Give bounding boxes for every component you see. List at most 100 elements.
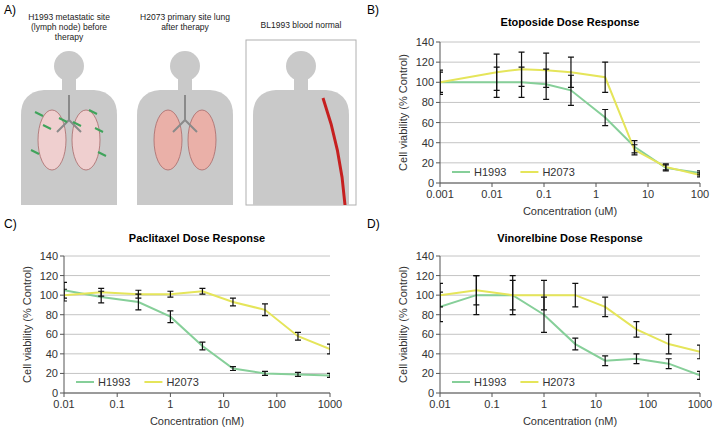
y-tick-label: 140 bbox=[416, 36, 434, 48]
neck bbox=[178, 78, 192, 92]
torso bbox=[253, 90, 349, 205]
grid-line bbox=[440, 42, 700, 43]
y-tick-label: 100 bbox=[416, 289, 434, 301]
y-tick bbox=[436, 102, 440, 103]
grid-line bbox=[440, 334, 700, 335]
y-tick bbox=[60, 353, 64, 354]
head bbox=[170, 51, 200, 81]
lymph-node bbox=[43, 125, 51, 129]
error-bar bbox=[167, 291, 173, 297]
error-bar bbox=[199, 342, 205, 350]
grid-line bbox=[440, 393, 700, 394]
error-bar bbox=[262, 304, 268, 316]
error-bar bbox=[602, 109, 608, 125]
y-tick-label: 20 bbox=[422, 157, 434, 169]
y-tick bbox=[436, 256, 440, 257]
y-tick-label: 100 bbox=[416, 76, 434, 88]
error-bar bbox=[697, 371, 700, 379]
series-line bbox=[440, 295, 700, 375]
series-line bbox=[440, 290, 700, 352]
y-tick-label: 80 bbox=[46, 309, 58, 321]
grid-line bbox=[64, 353, 330, 354]
panel-letter: A) bbox=[4, 3, 16, 17]
y-tick-label: 120 bbox=[416, 270, 434, 282]
error-bar bbox=[510, 276, 516, 315]
legend-swatch bbox=[452, 381, 470, 383]
lung bbox=[72, 110, 100, 170]
x-tick-label: 10 bbox=[217, 398, 229, 410]
error-bar bbox=[541, 280, 547, 309]
chart-panel: B)Etoposide Dose Response020406080100120… bbox=[367, 3, 709, 217]
grid-line bbox=[64, 275, 330, 276]
error-bar bbox=[519, 52, 525, 86]
x-tick bbox=[700, 183, 701, 187]
panel-letter: B) bbox=[367, 3, 379, 17]
error-bar bbox=[602, 297, 608, 317]
y-tick bbox=[436, 62, 440, 63]
y-axis-title: Cell viability (% Control) bbox=[397, 266, 409, 383]
legend-label: H1993 bbox=[98, 376, 130, 388]
head bbox=[286, 51, 316, 81]
grid-line bbox=[64, 334, 330, 335]
plot-marks bbox=[440, 276, 700, 380]
y-tick-label: 60 bbox=[422, 328, 434, 340]
y-tick bbox=[436, 42, 440, 43]
x-axis bbox=[64, 393, 330, 394]
error-bar bbox=[666, 359, 672, 369]
silhouette-panel bbox=[137, 51, 233, 205]
y-tick bbox=[60, 295, 64, 296]
panel-letter: C) bbox=[4, 217, 17, 231]
error-bar bbox=[295, 372, 301, 376]
error-bar bbox=[440, 72, 443, 92]
x-tick bbox=[223, 393, 224, 397]
x-tick-label: 1000 bbox=[318, 398, 342, 410]
y-tick bbox=[436, 142, 440, 143]
legend-label: H2073 bbox=[542, 166, 574, 178]
legend-label: H1993 bbox=[474, 376, 506, 388]
y-tick bbox=[436, 393, 440, 394]
y-axis-title: Cell viability (% Control) bbox=[21, 266, 33, 383]
y-tick bbox=[60, 314, 64, 315]
silhouette-panel bbox=[21, 51, 117, 205]
blood-vessel bbox=[323, 98, 345, 205]
y-axis bbox=[440, 256, 441, 393]
lymph-node bbox=[89, 110, 97, 114]
series-line bbox=[440, 82, 700, 173]
chart-title: Vinorelbine Dose Response bbox=[497, 232, 642, 244]
y-tick-label: 20 bbox=[422, 367, 434, 379]
y-tick-label: 40 bbox=[422, 137, 434, 149]
x-tick bbox=[596, 183, 597, 187]
y-tick-label: 80 bbox=[422, 309, 434, 321]
airway bbox=[173, 95, 197, 132]
silhouette-panel bbox=[246, 40, 356, 205]
x-axis bbox=[440, 183, 700, 184]
y-tick bbox=[60, 256, 64, 257]
error-bar bbox=[327, 344, 330, 354]
x-tick bbox=[117, 393, 118, 397]
x-tick bbox=[330, 393, 331, 397]
error-bar bbox=[199, 288, 205, 294]
x-tick bbox=[440, 393, 441, 397]
x-tick bbox=[492, 393, 493, 397]
x-tick-label: 0.1 bbox=[110, 398, 125, 410]
y-tick-label: 20 bbox=[46, 367, 58, 379]
legend-label: H2073 bbox=[542, 376, 574, 388]
lung bbox=[38, 110, 66, 170]
y-tick-label: 140 bbox=[416, 250, 434, 262]
legend-swatch bbox=[520, 171, 538, 173]
error-bar bbox=[473, 276, 479, 315]
y-tick-label: 120 bbox=[40, 270, 58, 282]
error-bar bbox=[663, 164, 669, 170]
neck bbox=[294, 78, 308, 92]
error-bar bbox=[572, 338, 578, 350]
x-tick-label: 100 bbox=[268, 398, 286, 410]
error-bar bbox=[510, 280, 516, 309]
chart-title: Etoposide Dose Response bbox=[501, 16, 640, 28]
plot-marks bbox=[440, 52, 700, 177]
error-bar bbox=[262, 371, 268, 375]
y-tick bbox=[436, 334, 440, 335]
x-tick bbox=[492, 183, 493, 187]
x-tick bbox=[700, 393, 701, 397]
figure: A)H1993 metastatic site(lymph node) befo… bbox=[0, 0, 724, 439]
error-bar bbox=[295, 332, 301, 340]
